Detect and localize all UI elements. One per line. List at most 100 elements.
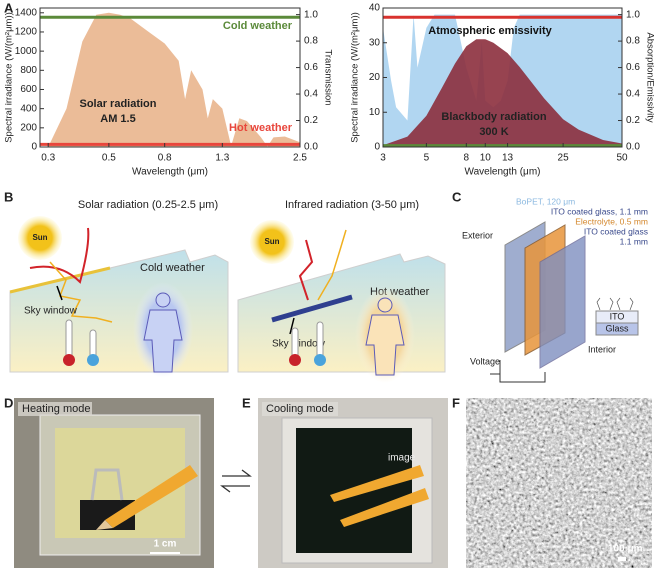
- panel-label: E: [242, 395, 251, 410]
- y2-tick-label: 0.6: [626, 62, 640, 73]
- reversible-arrow: [220, 469, 252, 493]
- y2-tick-label: 1.0: [304, 9, 318, 20]
- layer-label: BoPET, 120 μm: [516, 196, 575, 206]
- y2-axis-label: Absorption/Emissivity: [644, 32, 655, 123]
- x-tick-label: 2.5: [293, 153, 307, 164]
- thermometer: [87, 354, 99, 366]
- y-tick-label: 200: [20, 122, 37, 133]
- y-axis-label: Spectral irradiance (W/(m²μm)): [4, 12, 15, 143]
- area: [48, 12, 300, 147]
- y2-tick-label: 0.4: [304, 89, 318, 100]
- y-tick-label: 1400: [15, 7, 38, 18]
- ray: [49, 261, 113, 323]
- person: [143, 309, 183, 373]
- layer-label: Electrolyte, 0.5 mm: [575, 216, 648, 226]
- panel-f: 100 μm: [466, 398, 652, 568]
- panel-label: B: [4, 189, 13, 204]
- x-tick-label: 1.3: [215, 153, 229, 164]
- y-tick-label: 40: [369, 3, 381, 14]
- scale-label: 1 cm: [154, 539, 177, 550]
- scale-bar: [618, 557, 626, 561]
- arrow: [56, 285, 63, 301]
- person: [155, 292, 171, 308]
- y2-tick-label: 1.0: [626, 9, 640, 20]
- sun-label: Sun: [32, 233, 47, 242]
- panel-label: A: [4, 0, 14, 15]
- scale-label: 100 μm: [608, 544, 643, 555]
- inset-label: Glass: [605, 323, 629, 333]
- layer-label: ITO coated glass, 1.1 mm: [551, 206, 648, 216]
- y-axis-label: Spectral irradiance (W/(m²μm)): [350, 12, 361, 143]
- house: [237, 253, 446, 373]
- y2-tick-label: 0.2: [626, 115, 640, 126]
- label-bg: [18, 402, 92, 416]
- x-tick-label: 0.8: [158, 153, 172, 164]
- y-tick-label: 10: [369, 107, 381, 118]
- ray: [29, 227, 90, 284]
- thermometer: [89, 329, 97, 359]
- panel-title: Solar radiation (0.25-2.5 μm): [78, 199, 218, 211]
- arrow: [289, 317, 295, 335]
- panel-label: C: [452, 189, 462, 204]
- x-tick-label: 0.3: [41, 153, 55, 164]
- sky-window: [271, 294, 353, 323]
- y2-tick-label: 0.8: [626, 36, 640, 47]
- exterior-label: Exterior: [462, 230, 493, 240]
- panel-e: Cooling mode image: [258, 398, 448, 568]
- panel-label: F: [452, 395, 460, 410]
- pencil: [105, 465, 198, 528]
- pencil: [330, 465, 424, 502]
- panel-d: Heating mode 1 cm: [14, 398, 214, 568]
- x-tick-label: 50: [616, 153, 628, 164]
- label-bg: [262, 402, 338, 416]
- x-axis-label: Wavelength (μm): [465, 167, 541, 178]
- y2-tick-label: 0.8: [304, 36, 318, 47]
- panel-c: BoPET, 120 μm ITO coated glass, 1.1 mm E…: [462, 196, 648, 383]
- y-tick-label: 1200: [15, 27, 38, 38]
- voltage-label: Voltage: [470, 356, 500, 366]
- thermometer: [291, 327, 299, 359]
- watermark: image: [388, 453, 416, 464]
- thermometer: [65, 319, 73, 359]
- x-tick-label: 0.5: [102, 153, 116, 164]
- wire: [490, 360, 546, 383]
- y-tick-label: 1000: [15, 46, 38, 57]
- glass-layer: [595, 322, 639, 336]
- y-tick-label: 30: [369, 37, 381, 48]
- annotation: Solar radiation: [79, 98, 156, 110]
- pencil: [340, 488, 429, 527]
- mode-label: Heating mode: [22, 403, 91, 415]
- x-tick-label: 8: [464, 153, 470, 164]
- sun: [18, 216, 62, 260]
- pencil: [96, 520, 113, 530]
- person: [377, 297, 393, 313]
- series-label: Cold weather: [223, 20, 293, 32]
- molecule: [596, 297, 634, 311]
- y-tick-label: 20: [369, 72, 381, 83]
- x-tick-label: 25: [558, 153, 570, 164]
- ray: [298, 239, 314, 301]
- y-tick-label: 600: [20, 84, 37, 95]
- clip: [90, 468, 124, 501]
- thermometer: [63, 354, 75, 366]
- series-label: Atmospheric emissivity: [428, 25, 552, 37]
- y-tick-label: 800: [20, 65, 37, 76]
- interior-label: Interior: [588, 344, 616, 354]
- x-tick-label: 5: [424, 153, 430, 164]
- x-axis-label: Wavelength (μm): [132, 167, 208, 178]
- sun-label: Sun: [264, 237, 279, 246]
- weather-label: Cold weather: [140, 262, 205, 274]
- y2-tick-label: 0.2: [304, 115, 318, 126]
- charts: 0 200 400 600 800 1000 1200 1400 0.0 0.2 0.4 0.6 0.8…: [4, 3, 656, 178]
- x-tick-label: 10: [480, 153, 492, 164]
- y-tick-label: 400: [20, 103, 37, 114]
- thermometer: [314, 354, 326, 366]
- annotation: 300 K: [479, 126, 508, 138]
- panel-b-left: Sun Cold weather Solar radiation (0.25-2…: [9, 199, 229, 378]
- series-label: Hot weather: [229, 122, 293, 134]
- y-tick-label: 0: [374, 142, 380, 153]
- plot-frame: [39, 7, 301, 148]
- y2-tick-label: 0.0: [304, 142, 318, 153]
